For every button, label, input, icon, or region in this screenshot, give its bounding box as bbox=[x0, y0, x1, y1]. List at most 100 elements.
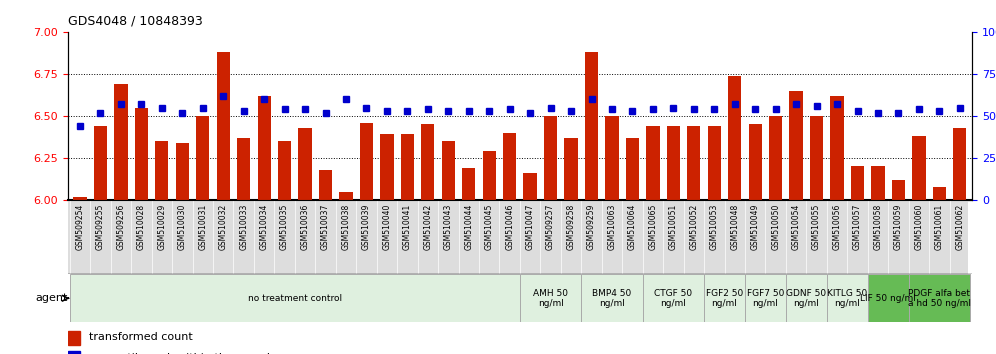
Bar bbox=[400, 135, 414, 200]
Bar bbox=[70, 274, 520, 322]
Bar bbox=[94, 126, 108, 200]
Text: GSM509257: GSM509257 bbox=[546, 204, 555, 250]
Bar bbox=[462, 168, 475, 200]
Bar bbox=[745, 274, 786, 322]
Text: percentile rank within the sample: percentile rank within the sample bbox=[89, 353, 277, 354]
Text: GSM510046: GSM510046 bbox=[505, 204, 514, 250]
Bar bbox=[932, 187, 946, 200]
Text: GSM510039: GSM510039 bbox=[362, 204, 371, 250]
Bar bbox=[707, 126, 721, 200]
Bar bbox=[908, 274, 970, 322]
Text: GSM510030: GSM510030 bbox=[178, 204, 187, 250]
Text: GSM510051: GSM510051 bbox=[669, 204, 678, 250]
Text: BMP4 50
ng/ml: BMP4 50 ng/ml bbox=[593, 289, 631, 308]
Bar bbox=[646, 126, 659, 200]
Bar bbox=[360, 123, 374, 200]
Text: GSM510055: GSM510055 bbox=[812, 204, 821, 250]
Text: GSM510047: GSM510047 bbox=[526, 204, 535, 250]
Bar bbox=[666, 126, 680, 200]
Bar bbox=[340, 192, 353, 200]
Text: GSM509254: GSM509254 bbox=[76, 204, 85, 250]
Text: GSM510057: GSM510057 bbox=[853, 204, 862, 250]
Bar bbox=[421, 124, 434, 200]
Text: GSM510063: GSM510063 bbox=[608, 204, 617, 250]
Text: agent: agent bbox=[36, 293, 68, 303]
Bar bbox=[851, 166, 865, 200]
Text: GSM510035: GSM510035 bbox=[280, 204, 289, 250]
Bar bbox=[115, 84, 127, 200]
Text: GSM510058: GSM510058 bbox=[873, 204, 882, 250]
Text: GSM510061: GSM510061 bbox=[935, 204, 944, 250]
Bar bbox=[216, 52, 230, 200]
Text: CTGF 50
ng/ml: CTGF 50 ng/ml bbox=[654, 289, 692, 308]
Text: GSM510038: GSM510038 bbox=[342, 204, 351, 250]
Text: GSM510049: GSM510049 bbox=[751, 204, 760, 250]
Text: transformed count: transformed count bbox=[89, 332, 192, 342]
Bar bbox=[565, 138, 578, 200]
Bar bbox=[642, 274, 704, 322]
Bar bbox=[769, 116, 782, 200]
Text: FGF7 50
ng/ml: FGF7 50 ng/ml bbox=[747, 289, 784, 308]
Text: GSM510050: GSM510050 bbox=[771, 204, 780, 250]
Bar bbox=[704, 274, 745, 322]
Bar bbox=[380, 135, 393, 200]
Text: GSM510041: GSM510041 bbox=[402, 204, 412, 250]
Text: GSM510053: GSM510053 bbox=[710, 204, 719, 250]
Text: GSM510028: GSM510028 bbox=[136, 204, 145, 250]
Bar bbox=[483, 151, 496, 200]
Bar bbox=[728, 75, 741, 200]
Text: GSM509259: GSM509259 bbox=[587, 204, 596, 250]
Text: no treatment control: no treatment control bbox=[248, 294, 342, 303]
Bar bbox=[237, 138, 250, 200]
Text: GSM509256: GSM509256 bbox=[117, 204, 125, 250]
Text: GSM510033: GSM510033 bbox=[239, 204, 248, 250]
Text: KITLG 50
ng/ml: KITLG 50 ng/ml bbox=[827, 289, 868, 308]
Text: GSM510040: GSM510040 bbox=[382, 204, 391, 250]
Bar bbox=[606, 116, 619, 200]
Text: GSM510045: GSM510045 bbox=[485, 204, 494, 250]
Bar bbox=[196, 116, 209, 200]
Text: AMH 50
ng/ml: AMH 50 ng/ml bbox=[533, 289, 568, 308]
Bar bbox=[625, 138, 639, 200]
Bar bbox=[831, 96, 844, 200]
Text: GSM510052: GSM510052 bbox=[689, 204, 698, 250]
Text: GSM510037: GSM510037 bbox=[321, 204, 330, 250]
Bar bbox=[912, 136, 925, 200]
Text: GSM510036: GSM510036 bbox=[301, 204, 310, 250]
Bar bbox=[749, 124, 762, 200]
Text: PDGF alfa bet
a hd 50 ng/ml: PDGF alfa bet a hd 50 ng/ml bbox=[908, 289, 971, 308]
Text: GDS4048 / 10848393: GDS4048 / 10848393 bbox=[68, 14, 202, 27]
Bar bbox=[258, 96, 271, 200]
Bar bbox=[74, 197, 87, 200]
Text: GSM510032: GSM510032 bbox=[219, 204, 228, 250]
Bar bbox=[872, 166, 884, 200]
Bar bbox=[175, 143, 189, 200]
Text: GSM510065: GSM510065 bbox=[648, 204, 657, 250]
Text: FGF2 50
ng/ml: FGF2 50 ng/ml bbox=[706, 289, 743, 308]
Bar bbox=[524, 173, 537, 200]
Text: GSM510031: GSM510031 bbox=[198, 204, 207, 250]
Text: GSM510064: GSM510064 bbox=[627, 204, 637, 250]
Text: GSM510029: GSM510029 bbox=[157, 204, 166, 250]
Bar bbox=[503, 133, 516, 200]
Bar bbox=[790, 91, 803, 200]
Bar bbox=[319, 170, 333, 200]
Text: LIF 50 ng/ml: LIF 50 ng/ml bbox=[861, 294, 916, 303]
Text: GSM510062: GSM510062 bbox=[955, 204, 964, 250]
Bar bbox=[582, 274, 642, 322]
Bar bbox=[68, 331, 80, 345]
Bar bbox=[441, 141, 455, 200]
Bar bbox=[278, 141, 291, 200]
Bar bbox=[155, 141, 168, 200]
Text: GSM509255: GSM509255 bbox=[96, 204, 105, 250]
Text: GSM510059: GSM510059 bbox=[894, 204, 903, 250]
Text: GSM510034: GSM510034 bbox=[260, 204, 269, 250]
Bar bbox=[585, 52, 599, 200]
Text: GSM510042: GSM510042 bbox=[423, 204, 432, 250]
Bar bbox=[891, 180, 905, 200]
Text: GSM510048: GSM510048 bbox=[730, 204, 739, 250]
Bar bbox=[68, 351, 80, 354]
Bar bbox=[134, 108, 148, 200]
Text: GSM510056: GSM510056 bbox=[833, 204, 842, 250]
Text: GSM510060: GSM510060 bbox=[914, 204, 923, 250]
